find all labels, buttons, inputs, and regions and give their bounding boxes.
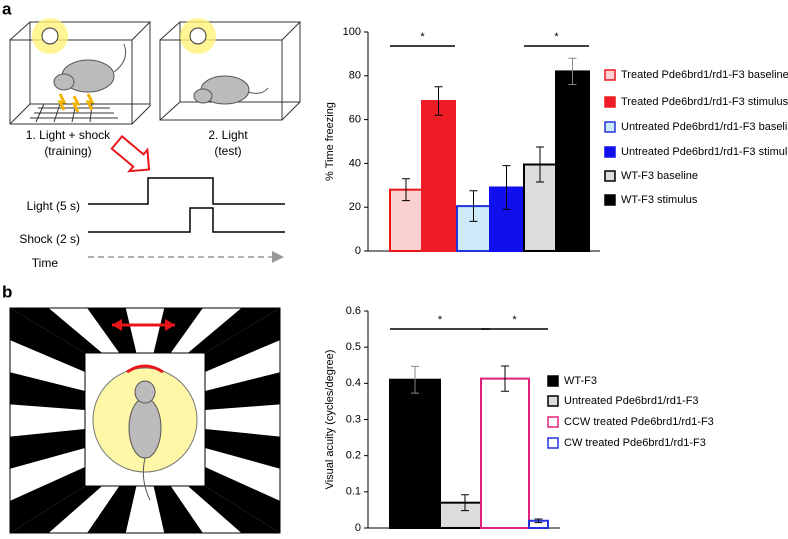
legend-swatch [604, 194, 616, 206]
shock [57, 93, 95, 113]
bar [421, 99, 456, 252]
panel-label: a [2, 0, 12, 18]
legend-label: CCW treated Pde6brd1/rd1-F3 [564, 416, 714, 428]
legend-label: Untreated Pde6brd1/rd1-F3 baseline [621, 121, 788, 133]
legend-swatch [604, 146, 616, 158]
stripe [10, 308, 103, 353]
trace-label: Light (5 s) [27, 199, 80, 213]
stripes [10, 308, 280, 533]
significance-star: * [420, 31, 425, 43]
stripe [10, 467, 85, 533]
error-bar [402, 178, 410, 202]
legend-swatch [547, 375, 559, 387]
legend-swatch [604, 69, 616, 81]
legend-label: WT-F3 stimulus [621, 194, 698, 206]
error-bar [434, 86, 443, 116]
time-arrow-head [272, 251, 284, 263]
y-tick-label: 0 [355, 245, 361, 257]
mouse [193, 75, 269, 105]
stripe [153, 308, 203, 353]
y-tick-label: 0.3 [346, 413, 361, 425]
y-tick-label: 80 [349, 70, 361, 82]
legend-swatch [604, 121, 616, 133]
rotation-arrow [126, 364, 164, 374]
legend-swatch [547, 395, 559, 407]
legend-label: Untreated Pde6brd1/rd1-F3 stimulus [621, 146, 788, 158]
legend-label: WT-F3 [564, 375, 597, 387]
stripe [205, 467, 280, 533]
y-tick-label: 0.5 [346, 341, 361, 353]
stripe [87, 308, 137, 353]
bulb [189, 27, 207, 45]
legend-swatch [604, 170, 616, 182]
step-label: (test) [214, 144, 241, 158]
legend-label: CW treated Pde6brd1/rd1-F3 [564, 437, 706, 449]
bar [555, 70, 590, 252]
stripe [10, 429, 85, 469]
stripe [153, 486, 203, 533]
trace-label: Time [32, 256, 59, 270]
y-axis-label: % Time freezing [324, 102, 336, 181]
legend-swatch [547, 437, 559, 449]
significance-star: * [554, 31, 559, 43]
y-tick-label: 60 [349, 114, 361, 126]
shock-trace [88, 207, 285, 233]
y-tick-label: 0.6 [346, 305, 361, 317]
error-bar [469, 190, 478, 222]
step-label: 1. Light + shock [26, 128, 111, 142]
arrow [110, 134, 151, 173]
error-bar [502, 165, 511, 210]
y-tick-label: 100 [343, 26, 361, 38]
error-bar [536, 146, 544, 183]
legend-label: Treated Pde6brd1/rd1-F3 stimulus [621, 96, 788, 108]
error-bar [461, 494, 469, 512]
legend-swatch [547, 416, 559, 428]
y-tick-label: 40 [349, 157, 361, 169]
bar [480, 377, 530, 529]
error-bar [568, 57, 577, 86]
significance-star: * [512, 314, 517, 326]
stripe [87, 486, 137, 533]
bar [389, 378, 441, 530]
legend-label: WT-F3 baseline [621, 170, 698, 182]
y-tick-label: 0.2 [346, 450, 361, 462]
stripe [187, 308, 280, 353]
stripe [187, 486, 280, 533]
stripe [205, 429, 280, 469]
trace-label: Shock (2 s) [19, 232, 80, 246]
y-tick-label: 0 [355, 522, 361, 534]
stripe [10, 372, 85, 410]
mouse [128, 380, 162, 501]
legend-swatch [604, 96, 616, 108]
stripe [205, 372, 280, 410]
error-bar [501, 365, 509, 392]
stripe [10, 308, 85, 372]
error-bar [534, 518, 543, 524]
light-trace [88, 177, 285, 205]
bulb [41, 27, 59, 45]
y-tick-label: 0.4 [346, 377, 361, 389]
legend-label: Treated Pde6brd1/rd1-F3 baseline [621, 69, 788, 81]
legend-label: Untreated Pde6brd1/rd1-F3 [564, 395, 699, 407]
significance-star: * [438, 314, 443, 326]
stripe [10, 486, 103, 533]
stripe [205, 308, 280, 372]
y-tick-label: 0.1 [346, 486, 361, 498]
box-illustration [9, 21, 302, 125]
panel-label: b [2, 282, 12, 301]
step-label: (training) [44, 144, 91, 158]
error-bar [411, 365, 419, 394]
step-label: 2. Light [208, 128, 248, 142]
mouse [53, 43, 127, 93]
y-axis-label: Visual acuity (cycles/degree) [324, 350, 336, 490]
y-tick-label: 20 [349, 201, 361, 213]
